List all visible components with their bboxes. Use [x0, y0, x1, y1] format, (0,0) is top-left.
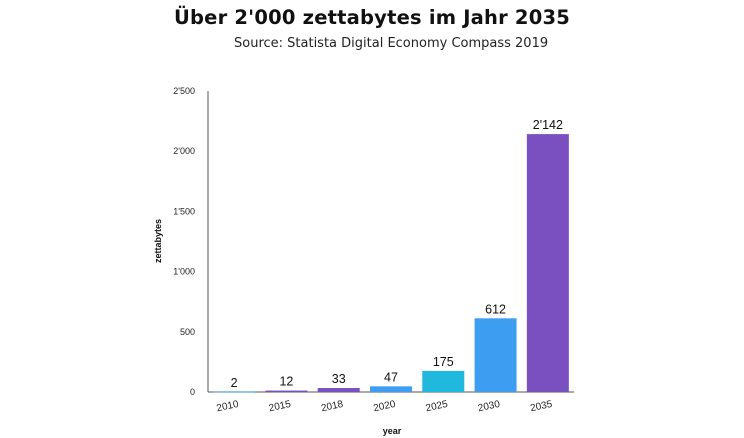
chart-title: Über 2'000 zettabytes im Jahr 2035	[173, 6, 570, 29]
y-tick-label: 2'500	[173, 86, 195, 96]
data-label-2018: 33	[332, 372, 346, 386]
data-label-2015: 12	[279, 375, 293, 389]
x-tick-label-2035: 2035	[529, 399, 553, 414]
data-labels: 2 12 33 47 175 612 2'142	[231, 118, 563, 390]
y-axis-label: zettabytes	[153, 219, 163, 263]
bar-2015	[265, 390, 308, 392]
x-tick-label-2020: 2020	[372, 399, 396, 414]
x-tick-label-2018: 2018	[320, 399, 344, 414]
y-tick-label: 1'000	[173, 267, 195, 277]
x-tick-label-2025: 2025	[425, 399, 449, 414]
bar-2020	[370, 386, 412, 392]
y-tick-label: 500	[180, 327, 195, 337]
data-label-2030: 612	[485, 302, 506, 316]
bar-2010	[213, 391, 256, 393]
x-tick-label-2015: 2015	[268, 399, 292, 414]
data-label-2010: 2	[231, 376, 238, 390]
x-tick-label-2010: 2010	[216, 399, 240, 414]
data-label-2020: 47	[384, 370, 398, 384]
bar-2018	[317, 388, 360, 392]
bar-2030	[474, 318, 517, 392]
chart-subtitle: Source: Statista Digital Economy Compass…	[234, 36, 549, 51]
x-tick-label-2030: 2030	[477, 399, 501, 414]
y-tick-label: 0	[190, 387, 195, 397]
y-tick-label: 2'000	[173, 146, 195, 156]
data-label-2025: 175	[433, 355, 454, 369]
x-axis-label: year	[383, 426, 402, 436]
bar-2025	[422, 370, 465, 392]
y-tick-label: 1'500	[173, 206, 195, 216]
bar-2035	[526, 134, 569, 392]
data-label-2035: 2'142	[533, 118, 563, 132]
x-axis-ticks: 2010 2015 2018 2020 2025 2030 2035	[216, 399, 554, 414]
bars	[213, 134, 569, 393]
